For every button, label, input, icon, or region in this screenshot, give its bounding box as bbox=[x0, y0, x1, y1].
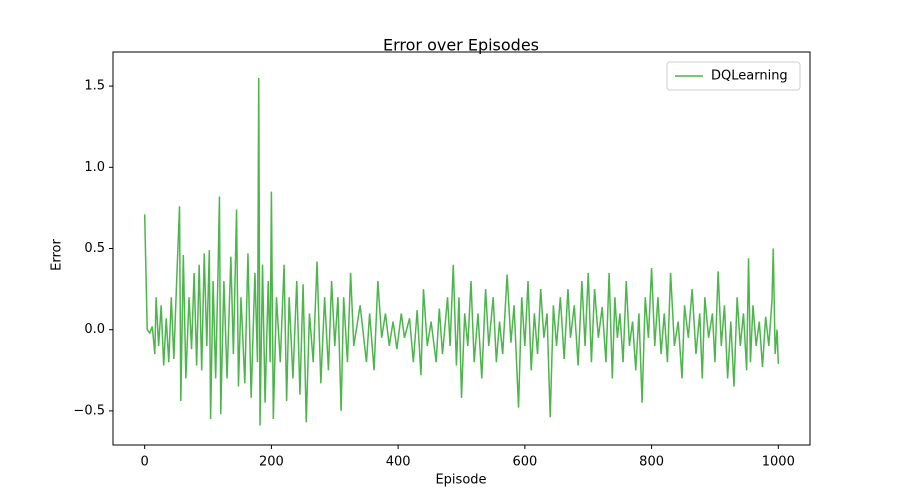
y-tick-label: 1.5 bbox=[84, 79, 105, 94]
x-tick-label: 400 bbox=[386, 455, 411, 470]
x-tick-label: 800 bbox=[639, 455, 664, 470]
y-tick-label: 0.0 bbox=[84, 322, 105, 337]
chart-title: Error over Episodes bbox=[383, 36, 539, 55]
y-tick-label: 0.5 bbox=[84, 241, 105, 256]
plot-frame bbox=[112, 51, 811, 446]
x-tick-label: 200 bbox=[259, 455, 284, 470]
legend-box bbox=[666, 61, 801, 91]
y-tick-label: 1.0 bbox=[84, 160, 105, 175]
x-tick-label: 1000 bbox=[762, 455, 795, 470]
y-tick-label: −0.5 bbox=[73, 403, 105, 418]
y-axis-label: Error bbox=[50, 239, 65, 271]
series-line bbox=[143, 77, 780, 426]
legend-label: DQLearning bbox=[711, 69, 788, 84]
x-axis-label: Episode bbox=[435, 473, 486, 488]
x-tick-label: 0 bbox=[141, 455, 149, 470]
x-tick-label: 600 bbox=[512, 455, 537, 470]
